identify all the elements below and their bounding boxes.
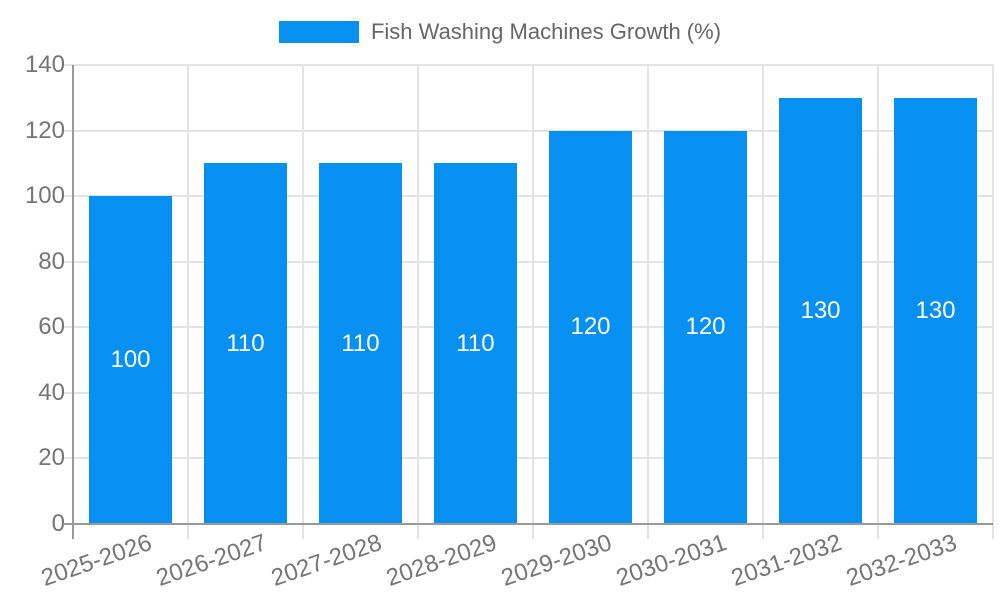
- y-axis-tick-label: 140: [24, 51, 65, 78]
- bar[interactable]: 110: [319, 163, 402, 524]
- bar-value-label: 100: [110, 346, 151, 374]
- gridline-vertical: [417, 65, 419, 524]
- bar-value-label: 110: [226, 329, 265, 357]
- bar-value-label: 110: [456, 329, 495, 357]
- y-tick-mark: [64, 260, 74, 263]
- y-tick-mark: [64, 129, 74, 132]
- gridline-vertical: [647, 65, 649, 524]
- gridline-vertical: [302, 65, 304, 524]
- x-tick-mark: [187, 524, 189, 539]
- bar[interactable]: 120: [549, 130, 632, 524]
- chart-legend: Fish Washing Machines Growth (%): [0, 21, 1000, 43]
- gridline-vertical: [532, 65, 534, 524]
- y-axis-tick-label: 0: [51, 510, 65, 537]
- y-axis-line: [72, 65, 74, 539]
- gridline-vertical: [187, 65, 189, 524]
- y-axis-tick-label: 100: [24, 182, 65, 210]
- y-tick-mark: [64, 457, 74, 460]
- y-axis-tick-label: 20: [38, 444, 65, 472]
- bar-value-label: 130: [915, 296, 956, 324]
- legend-swatch: [278, 21, 359, 43]
- x-tick-mark: [302, 524, 304, 539]
- x-tick-mark: [762, 524, 764, 539]
- bar-value-label: 110: [341, 329, 380, 357]
- x-axis-tick-label: 2028-2029: [382, 529, 500, 592]
- y-axis-tick-label: 80: [38, 247, 65, 275]
- gridline-vertical: [762, 65, 764, 524]
- y-tick-mark: [64, 391, 74, 394]
- x-tick-mark: [647, 524, 649, 539]
- gridline-horizontal: [73, 195, 993, 198]
- x-axis-line: [63, 523, 993, 525]
- y-tick-mark: [64, 326, 74, 329]
- bar-value-label: 120: [685, 313, 726, 341]
- x-tick-mark: [532, 524, 534, 539]
- x-tick-mark: [877, 524, 879, 539]
- x-axis-tick-label: 2031-2032: [727, 529, 845, 592]
- x-axis-tick-label: 2030-2031: [612, 529, 730, 592]
- gridline-vertical: [992, 65, 994, 524]
- y-tick-mark: [64, 195, 74, 198]
- gridline-horizontal: [73, 64, 993, 66]
- gridline-horizontal: [73, 326, 993, 329]
- x-tick-mark: [417, 524, 419, 539]
- x-axis-tick-label: 2025-2026: [37, 529, 155, 592]
- y-axis-tick-label: 40: [38, 378, 65, 406]
- x-axis-tick-label: 2026-2027: [152, 529, 270, 592]
- gridline-horizontal: [73, 391, 993, 394]
- x-tick-mark: [992, 524, 994, 539]
- bar[interactable]: 110: [434, 163, 517, 524]
- y-tick-mark: [64, 64, 74, 66]
- gridline-horizontal: [73, 260, 993, 263]
- bar[interactable]: 120: [664, 130, 747, 524]
- bar[interactable]: 130: [894, 97, 977, 524]
- x-axis-tick-label: 2032-2033: [842, 529, 960, 592]
- x-axis-tick-label: 2027-2028: [267, 529, 385, 592]
- bar[interactable]: 100: [89, 196, 172, 524]
- gridline-horizontal: [73, 457, 993, 460]
- bar[interactable]: 130: [779, 97, 862, 524]
- bar-value-label: 130: [800, 296, 841, 324]
- gridline-horizontal: [73, 129, 993, 132]
- y-axis-tick-label: 60: [38, 313, 65, 341]
- legend-item[interactable]: Fish Washing Machines Growth (%): [278, 19, 722, 44]
- y-axis-tick-label: 120: [24, 116, 65, 144]
- bar[interactable]: 110: [204, 163, 287, 524]
- bar-value-label: 120: [570, 313, 611, 341]
- legend-label: Fish Washing Machines Growth (%): [370, 19, 722, 44]
- x-axis-tick-label: 2029-2030: [497, 529, 615, 592]
- gridline-vertical: [877, 65, 879, 524]
